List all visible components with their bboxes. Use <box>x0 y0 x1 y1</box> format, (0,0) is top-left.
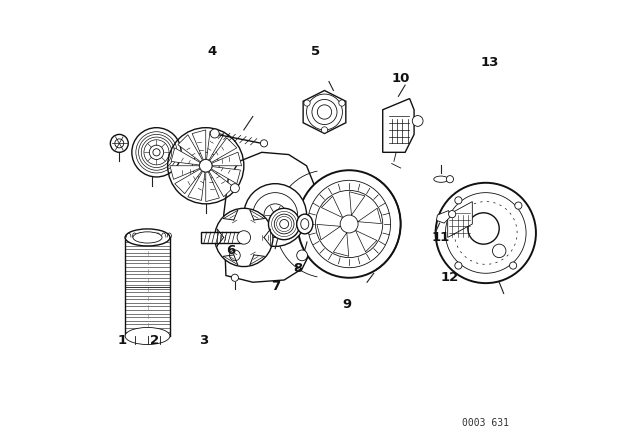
Circle shape <box>321 127 328 133</box>
Polygon shape <box>383 99 414 152</box>
Text: 6: 6 <box>226 244 235 258</box>
Text: 8: 8 <box>293 262 302 276</box>
Polygon shape <box>171 148 200 165</box>
Circle shape <box>445 193 526 273</box>
Circle shape <box>509 262 516 269</box>
Circle shape <box>244 184 307 246</box>
Polygon shape <box>303 90 346 134</box>
Text: 0003 631: 0003 631 <box>462 418 509 428</box>
Circle shape <box>455 197 462 204</box>
Circle shape <box>230 184 239 193</box>
Polygon shape <box>448 202 472 237</box>
Polygon shape <box>207 131 224 160</box>
Text: 10: 10 <box>392 72 410 85</box>
Polygon shape <box>349 192 365 215</box>
Ellipse shape <box>125 229 170 246</box>
Polygon shape <box>321 196 343 218</box>
Ellipse shape <box>301 219 309 229</box>
Circle shape <box>468 213 499 244</box>
Polygon shape <box>333 233 349 256</box>
Text: 7: 7 <box>271 280 280 293</box>
Text: 13: 13 <box>481 56 499 69</box>
Circle shape <box>316 190 383 258</box>
Circle shape <box>231 274 239 281</box>
Circle shape <box>275 214 294 234</box>
Polygon shape <box>170 166 200 179</box>
Circle shape <box>307 94 342 130</box>
Ellipse shape <box>434 176 448 182</box>
Ellipse shape <box>133 232 162 243</box>
Polygon shape <box>224 152 316 282</box>
Circle shape <box>515 202 522 209</box>
Circle shape <box>493 244 506 258</box>
Polygon shape <box>317 224 340 240</box>
Circle shape <box>280 220 289 228</box>
Text: 3: 3 <box>199 334 208 347</box>
Ellipse shape <box>308 180 390 268</box>
Polygon shape <box>188 172 205 200</box>
Circle shape <box>269 208 300 240</box>
Polygon shape <box>436 211 450 223</box>
Circle shape <box>237 231 251 244</box>
Circle shape <box>304 100 310 106</box>
Circle shape <box>297 250 307 261</box>
Ellipse shape <box>297 214 313 234</box>
Polygon shape <box>355 230 377 252</box>
Text: 5: 5 <box>311 45 320 58</box>
Circle shape <box>339 100 345 106</box>
Polygon shape <box>175 169 202 194</box>
Polygon shape <box>192 130 206 159</box>
Circle shape <box>340 215 358 233</box>
Circle shape <box>211 129 220 138</box>
Circle shape <box>455 262 462 269</box>
Text: 11: 11 <box>432 231 450 244</box>
Polygon shape <box>202 232 242 243</box>
Circle shape <box>446 176 454 183</box>
Circle shape <box>312 99 337 125</box>
Circle shape <box>230 250 240 261</box>
Ellipse shape <box>125 327 170 345</box>
Text: 9: 9 <box>342 298 351 311</box>
Text: 1: 1 <box>117 334 127 347</box>
Polygon shape <box>209 170 234 197</box>
Polygon shape <box>206 172 220 202</box>
Text: 12: 12 <box>441 271 459 284</box>
Ellipse shape <box>298 170 401 278</box>
Circle shape <box>449 211 456 218</box>
Polygon shape <box>212 152 242 166</box>
Polygon shape <box>210 138 237 163</box>
Text: 2: 2 <box>150 334 159 347</box>
Text: 4: 4 <box>208 45 217 58</box>
Polygon shape <box>358 208 381 224</box>
Polygon shape <box>178 135 202 162</box>
Circle shape <box>260 140 268 147</box>
Polygon shape <box>212 167 241 184</box>
Circle shape <box>215 208 273 267</box>
Circle shape <box>436 183 536 283</box>
Circle shape <box>412 116 423 126</box>
